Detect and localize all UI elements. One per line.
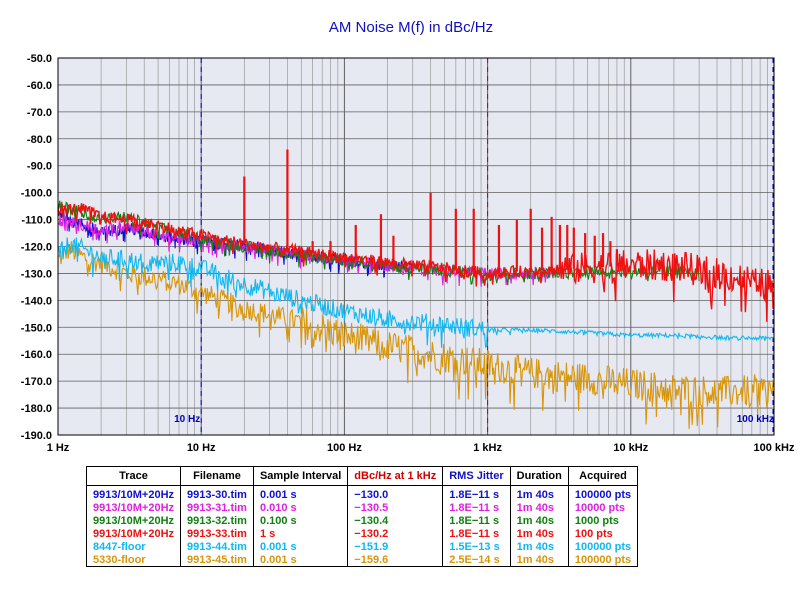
table-cell: 100000 pts [567,540,639,553]
x-tick-label: 10 Hz [187,442,216,454]
table-row: 9913/10M+20Hz 9913-33.tim 1 s −130.2 1.8E−11… [85,527,639,540]
table-row: 9913/10M+20Hz 9913-30.tim 0.001 s −130.0 1.8… [85,485,639,501]
table-cell: 0.001 s [252,485,349,501]
table-header-cell: Sample Interval [252,466,349,486]
marker-label: 10 Hz [174,414,200,425]
table-cell: 0.100 s [252,514,349,527]
table-cell: 9913-30.tim [180,485,254,501]
table-cell: 1m 40s [509,485,569,501]
spurs [243,149,619,273]
table-cell: −130.0 [347,485,444,501]
table-cell: 10000 pts [567,501,639,514]
table-cell: 100 pts [567,527,639,540]
table-cell: 100000 pts [567,553,639,567]
y-tick-label: -190.0 [21,430,52,442]
y-tick-label: -120.0 [21,242,52,254]
table-cell: 9913-44.tim [180,540,254,553]
y-tick-label: -130.0 [21,268,52,280]
table-header-cell: dBc/Hz at 1 kHz [347,466,444,486]
y-tick-label: -80.0 [27,134,52,146]
series-5 [57,241,774,429]
table-cell: −159.6 [347,553,444,567]
y-tick-label: -70.0 [27,107,52,119]
series-layer [57,149,775,429]
table-header-cell: Filename [180,466,254,486]
x-tick-label: 10 kHz [613,442,648,454]
table-row: 9913/10M+20Hz 9913-32.tim 0.100 s −130.4 1.8… [85,514,639,527]
table-cell: 0.010 s [252,501,349,514]
y-tick-label: -90.0 [27,161,52,173]
table-cell: 1m 40s [509,527,569,540]
table-cell: 1m 40s [509,514,569,527]
table-cell: 9913-45.tim [180,553,254,567]
table-cell: 1.8E−11 s [442,501,511,514]
x-tick-label: 1 Hz [47,442,70,454]
y-tick-label: -170.0 [21,376,52,388]
table-cell: 1 s [252,527,349,540]
series-4 [57,237,775,349]
y-tick-label: -180.0 [21,403,52,415]
table-cell: 100000 pts [567,485,639,501]
table-cell: 1.5E−13 s [442,540,511,553]
table-cell: −130.2 [347,527,444,540]
table-cell: 8447-floor [85,540,182,553]
table-cell: 9913/10M+20Hz [85,527,182,540]
table-cell: −151.9 [347,540,444,553]
x-tick-label: 100 Hz [327,442,362,454]
trace-table: Trace Filename Sample Interval dBc/Hz at 1 … [85,466,639,567]
y-tick-label: -100.0 [21,188,52,200]
table-cell: 9913-32.tim [180,514,254,527]
table-cell: 1m 40s [509,501,569,514]
chart-title: AM Noise M(f) in dBc/Hz [329,19,493,36]
frequency-markers: 10 Hz 100 kHz [174,58,774,435]
y-tick-label: -60.0 [27,80,52,92]
x-tick-label: 100 kHz [754,442,795,454]
trace-table-header: Trace Filename Sample Interval dBc/Hz at 1 … [85,466,639,486]
table-cell: 9913/10M+20Hz [85,514,182,527]
marker-label: 100 kHz [737,414,774,425]
table-cell: 9913-31.tim [180,501,254,514]
table-cell: 1.8E−11 s [442,485,511,501]
series-3 [57,203,775,322]
table-row: 8447-floor 9913-44.tim 0.001 s −151.9 1.5E−1… [85,540,639,553]
table-header-cell: Duration [509,466,569,486]
table-cell: 9913/10M+20Hz [85,485,182,501]
y-tick-label: -50.0 [27,53,52,65]
table-cell: 0.001 s [252,553,349,567]
table-row: 5330-floor 9913-45.tim 0.001 s −159.6 2.5E−1… [85,553,639,567]
table-cell: 1m 40s [509,553,569,567]
y-tick-label: -160.0 [21,349,52,361]
table-cell: 1.8E−11 s [442,527,511,540]
table-cell: 1m 40s [509,540,569,553]
table-header-cell: RMS Jitter [442,466,511,486]
series-line [57,203,775,322]
trace-table-body: 9913/10M+20Hz 9913-30.tim 0.001 s −130.0 1.8… [85,485,639,567]
table-cell: 9913-33.tim [180,527,254,540]
y-tick-label: -150.0 [21,322,52,334]
table-cell: 1000 pts [567,514,639,527]
table-cell: 0.001 s [252,540,349,553]
table-cell: −130.4 [347,514,444,527]
table-cell: 9913/10M+20Hz [85,501,182,514]
table-cell: −130.5 [347,501,444,514]
series-line [57,241,774,429]
table-cell: 2.5E−14 s [442,553,511,567]
x-tick-label: 1 kHz [473,442,502,454]
axis-labels: -50.0 -60.0 -70.0 -80.0 -90.0 -100.0 -110.0 -12… [21,53,795,454]
y-tick-label: -110.0 [21,215,52,227]
y-tick-label: -140.0 [21,295,52,307]
table-cell: 1.8E−11 s [442,514,511,527]
table-cell: 5330-floor [85,553,182,567]
am-noise-chart: AM Noise M(f) in dBc/Hz 10 Hz 100 kHz -50… [21,19,795,454]
table-row: 9913/10M+20Hz 9913-31.tim 0.010 s −130.5 1.8… [85,501,639,514]
table-header-cell: Trace [85,466,182,486]
series-line [57,237,775,349]
table-header-cell: Acquired [567,466,639,486]
